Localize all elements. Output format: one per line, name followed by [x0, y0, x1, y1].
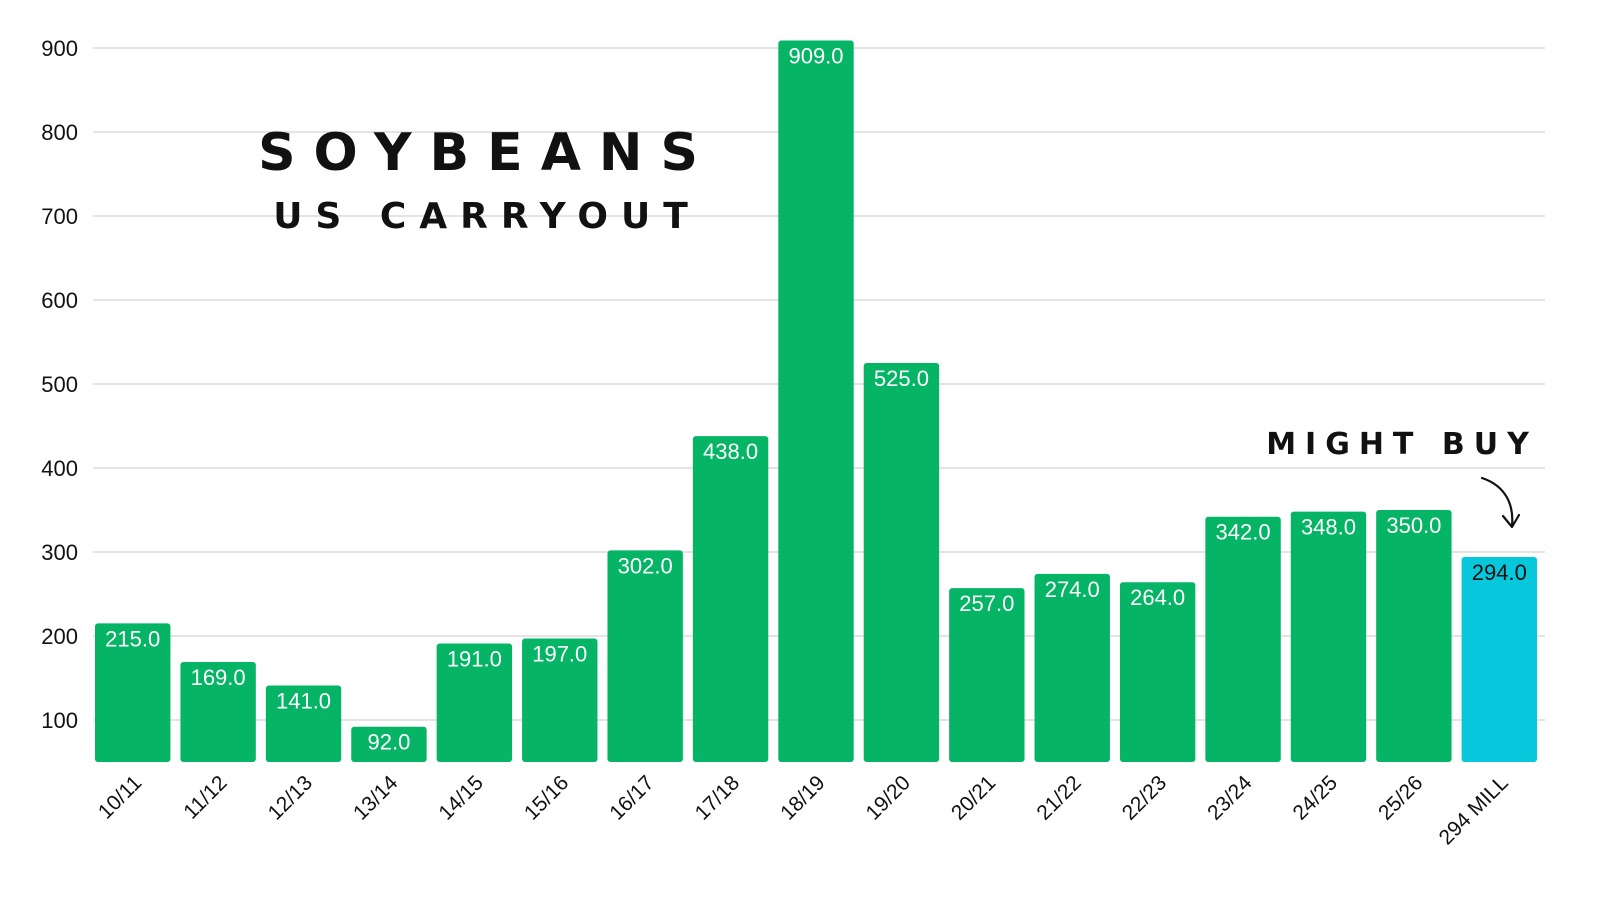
- bar: [607, 550, 683, 762]
- x-tick-label: 10/11: [94, 771, 146, 823]
- curved-arrow-icon: [1480, 476, 1521, 529]
- data-labels: 215.0 169.0 141.0 92.0 191.0 197.0 302.0 438.0 9…: [105, 43, 1527, 754]
- bar: [1205, 516, 1281, 762]
- data-label: 438.0: [703, 439, 758, 464]
- data-label: 264.0: [1130, 585, 1185, 610]
- x-axis-ticks: 10/11 11/12 12/13 13/14 14/15 15/16 16/17 17/18…: [94, 771, 1513, 849]
- y-tick-label: 800: [41, 120, 78, 145]
- bar: [436, 643, 513, 762]
- bar: [180, 662, 256, 762]
- bar: [863, 363, 940, 762]
- bar: [265, 685, 342, 762]
- data-label: 274.0: [1045, 577, 1100, 602]
- bars: [95, 40, 1537, 762]
- x-tick-label: 23/24: [1203, 771, 1257, 825]
- x-tick-label: 25/26: [1374, 771, 1427, 824]
- chart-subtitle: US CARRYOUT: [273, 196, 701, 237]
- annotation-text: MIGHT BUY: [1266, 427, 1538, 462]
- x-tick-label: 11/12: [179, 771, 231, 823]
- data-label: 92.0: [368, 730, 411, 755]
- x-tick-label: 16/17: [605, 771, 658, 824]
- bar: [1290, 511, 1367, 762]
- x-tick-label: 13/14: [349, 771, 403, 825]
- chart-title: SOYBEANS: [258, 123, 716, 183]
- data-label: 141.0: [276, 689, 331, 714]
- x-tick-label: 19/20: [862, 771, 915, 824]
- y-tick-label: 700: [41, 204, 78, 229]
- bar: [949, 588, 1025, 762]
- x-tick-label: 294 MILL: [1435, 771, 1513, 849]
- x-tick-label: 18/19: [776, 771, 829, 824]
- y-tick-label: 300: [41, 540, 78, 565]
- y-axis-ticks: 100 200 300 400 500 600 700 800 900: [41, 36, 78, 733]
- bar: [351, 726, 427, 762]
- data-label: 348.0: [1301, 515, 1356, 540]
- x-tick-label: 12/13: [264, 771, 317, 824]
- data-label: 909.0: [788, 43, 843, 68]
- data-label: 197.0: [532, 642, 587, 667]
- bar: [1119, 582, 1196, 762]
- y-tick-label: 100: [41, 708, 78, 733]
- bar: [692, 436, 769, 762]
- y-tick-label: 600: [41, 288, 78, 313]
- data-label: 169.0: [191, 665, 246, 690]
- x-tick-label: 15/16: [520, 771, 573, 824]
- y-tick-label: 900: [41, 36, 78, 61]
- x-tick-label: 17/18: [691, 771, 744, 824]
- bar: [95, 623, 171, 762]
- x-tick-label: 21/22: [1032, 771, 1085, 824]
- bar: [1376, 510, 1452, 762]
- data-label: 191.0: [447, 647, 502, 672]
- bar: [1034, 573, 1110, 762]
- bar: [778, 40, 854, 762]
- y-tick-label: 500: [41, 372, 78, 397]
- bar: [522, 638, 598, 762]
- data-label: 350.0: [1386, 513, 1441, 538]
- data-label: 342.0: [1216, 520, 1271, 545]
- bar: [1461, 557, 1537, 762]
- data-label: 257.0: [959, 591, 1014, 616]
- y-tick-label: 200: [41, 624, 78, 649]
- x-tick-label: 20/21: [947, 771, 1000, 824]
- data-label: 294.0: [1472, 560, 1527, 585]
- data-label: 525.0: [874, 366, 929, 391]
- x-tick-label: 14/15: [434, 771, 487, 824]
- data-label: 215.0: [105, 626, 160, 651]
- y-tick-label: 400: [41, 456, 78, 481]
- x-tick-label: 24/25: [1289, 771, 1342, 824]
- x-tick-label: 22/23: [1118, 771, 1171, 824]
- data-label: 302.0: [618, 553, 673, 578]
